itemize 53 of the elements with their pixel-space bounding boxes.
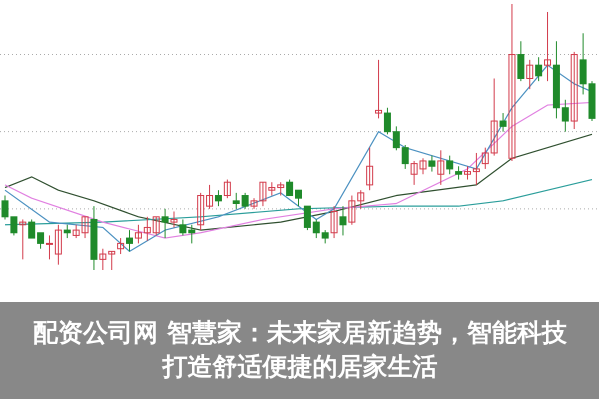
candlestick: [472, 152, 480, 186]
candlestick: [464, 166, 471, 180]
candlestick: [54, 224, 62, 266]
candlestick: [384, 107, 391, 135]
candlestick: [126, 230, 134, 252]
candlestick: [544, 11, 552, 82]
candlestick: [286, 179, 294, 196]
candlestick: [2, 195, 8, 220]
candlestick: [117, 238, 124, 255]
candlestick: [428, 155, 436, 172]
candlestick: [214, 190, 222, 207]
candlestick: [197, 192, 204, 231]
candlestick: [366, 147, 374, 191]
candlestick: [232, 192, 240, 210]
candlestick: [526, 59, 534, 90]
candlestick: [570, 51, 578, 130]
candlestick: [170, 210, 178, 228]
candlestick: [410, 160, 418, 186]
candlestick: [446, 155, 454, 175]
candlestick: [535, 56, 542, 82]
candlestick: [64, 224, 71, 239]
candlestick: [28, 218, 36, 239]
candlestick: [330, 206, 338, 239]
candlestick: [72, 224, 80, 239]
candlestick: [134, 224, 142, 244]
candlestick: [348, 195, 356, 226]
candlestick: [508, 4, 516, 162]
candlestick: [375, 59, 382, 119]
candlestick: [295, 190, 302, 207]
candlestick: [437, 150, 444, 186]
candlestick: [46, 234, 53, 260]
candlestick: [250, 198, 258, 210]
candlestick: [580, 32, 587, 95]
candlestick: [242, 192, 249, 210]
candlestick: [10, 216, 18, 236]
candlestick: [179, 218, 186, 236]
candlestick: [82, 216, 89, 239]
candlestick: [420, 158, 427, 175]
candlestick: [188, 224, 196, 244]
text: 配资公司网 智慧家：未来家居新趋势，智能科技打造舒适便捷的居家生活: [32, 317, 568, 383]
candlestick: [304, 206, 311, 231]
candlestick: [206, 184, 214, 210]
candlestick: [339, 206, 346, 236]
candlestick: [357, 190, 364, 210]
candlestick: [517, 40, 524, 82]
candlestick: [224, 179, 231, 199]
candlestick: [37, 232, 44, 250]
candlestick: [259, 182, 266, 207]
candlestick: [162, 208, 169, 239]
candlestick: [19, 218, 26, 260]
candlestick: [562, 99, 569, 132]
candlestick: [455, 166, 462, 180]
candlestick: [500, 112, 507, 132]
